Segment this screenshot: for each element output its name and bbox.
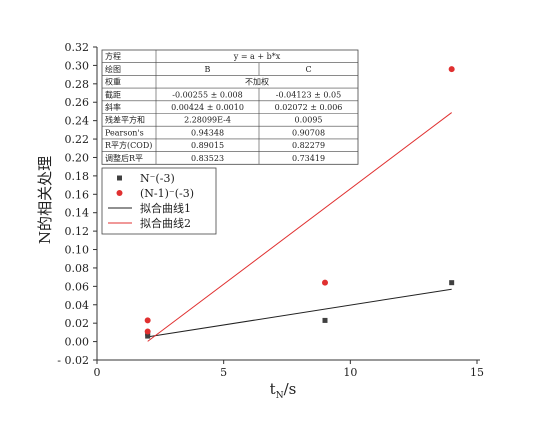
series-1-point <box>145 333 151 339</box>
series-2-point <box>144 317 151 324</box>
y-tick-label: 0.28 <box>65 78 90 91</box>
table-cell-b: 0.94348 <box>191 128 224 137</box>
x-tick-label: 10 <box>343 366 357 379</box>
series-2-point <box>322 279 328 286</box>
x-axis-title-unit: /s <box>284 380 297 398</box>
y-tick-label: 0.14 <box>65 207 90 220</box>
y-tick-label: 0.16 <box>65 188 90 201</box>
y-tick-label: 0.06 <box>65 280 90 293</box>
y-tick-label: 0.26 <box>65 96 90 109</box>
y-tick-label: 0.30 <box>65 59 90 72</box>
table-cell-c: 0.82279 <box>292 141 325 150</box>
x-tick-label: 5 <box>220 366 227 379</box>
table-span-cell: 不加权 <box>245 77 269 87</box>
x-axis-title-sub: N <box>276 391 284 401</box>
x-axis-title: tN/s <box>270 380 297 401</box>
table-cell-c: 0.90708 <box>292 128 325 137</box>
fit-line-1 <box>147 288 452 338</box>
table-cell-b: 0.00424 ± 0.0010 <box>171 103 244 112</box>
table-cell-b: B <box>205 65 211 74</box>
y-tick-label: 0.02 <box>65 317 90 330</box>
table-cell-b: 0.83523 <box>191 154 224 163</box>
legend-label: 拟合曲线1 <box>140 201 191 215</box>
legend-label: (N-1)⁻(-3) <box>140 187 194 200</box>
x-tick-label: 15 <box>470 366 484 379</box>
legend-label: N⁻(-3) <box>140 172 175 185</box>
table-cell-c: 0.73419 <box>292 154 325 163</box>
y-axis-title: N的相关处理 <box>36 156 54 244</box>
x-tick-label: 0 <box>94 366 101 379</box>
table-cell-c: 0.02072 ± 0.006 <box>275 103 343 112</box>
series-1-point <box>449 280 455 286</box>
table-row-label: 斜率 <box>105 102 121 112</box>
y-tick-label: 0.12 <box>65 225 90 238</box>
legend-marker-circle <box>116 190 123 196</box>
table-row-label: 截距 <box>105 89 121 99</box>
table-cell-b: -0.00255 ± 0.008 <box>172 90 242 99</box>
x-ticks: 0 5 10 15 <box>94 360 484 379</box>
series-2-point <box>144 328 151 335</box>
y-tick-label: 0.20 <box>65 151 90 164</box>
y-ticks: - 0.02 0.00 0.02 0.04 0.06 0.08 0.10 0.12 0.14 0.… <box>57 41 97 367</box>
fit-lines <box>147 112 452 342</box>
axes <box>96 47 480 361</box>
table-row-label: 调整后R平 <box>105 153 143 163</box>
table-row-label: 方程 <box>105 51 121 61</box>
table-row-label: Pearson's <box>105 128 144 137</box>
table-cell-c: -0.04123 ± 0.05 <box>276 90 341 99</box>
table-row-label: 残差平方和 <box>105 115 145 125</box>
table-row-label: R平方(COD) <box>105 140 152 150</box>
y-tick-label: 0.10 <box>65 244 90 257</box>
legend-marker-square <box>117 175 122 181</box>
series-2-point <box>448 66 455 73</box>
y-tick-label: 0.24 <box>65 115 90 128</box>
table-cell-b: 0.89015 <box>191 141 224 150</box>
y-tick-label: - 0.02 <box>57 354 89 367</box>
data-points <box>144 66 455 339</box>
series-1-point <box>322 317 328 323</box>
table-cell-c: 0.0095 <box>295 116 323 125</box>
y-tick-label: 0.32 <box>65 41 90 54</box>
y-tick-label: 0.04 <box>65 299 90 312</box>
x-axis-title-main: t <box>270 380 276 398</box>
table-span-cell: y = a + b*x <box>233 52 281 61</box>
table-cell-c: C <box>305 65 311 74</box>
y-tick-label: 0.08 <box>65 262 90 275</box>
y-tick-label: 0.18 <box>65 170 90 183</box>
table-row-label: 权重 <box>105 77 121 87</box>
y-tick-label: 0.00 <box>65 336 90 349</box>
table-frame <box>101 49 359 165</box>
legend-label: 拟合曲线2 <box>140 216 191 230</box>
y-tick-label: 0.22 <box>65 133 90 146</box>
fit-line-2 <box>147 112 452 342</box>
table-row-label: 绘图 <box>105 64 121 74</box>
table-cell-b: 2.28099E-4 <box>184 116 231 125</box>
